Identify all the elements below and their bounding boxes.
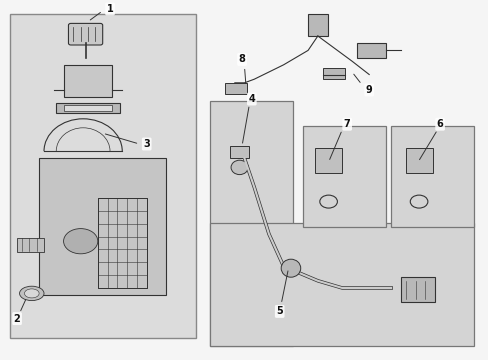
Text: 1: 1 <box>106 4 113 14</box>
Text: 3: 3 <box>143 139 150 149</box>
Bar <box>405 148 432 173</box>
Bar <box>224 83 246 94</box>
Circle shape <box>63 229 98 254</box>
Bar <box>39 158 166 295</box>
Text: 5: 5 <box>276 306 283 316</box>
Text: 6: 6 <box>436 119 443 129</box>
Bar <box>303 126 386 227</box>
Bar <box>17 238 44 252</box>
Bar <box>229 146 249 158</box>
Bar <box>315 148 342 173</box>
Bar <box>56 103 120 113</box>
Bar <box>390 126 473 227</box>
Bar <box>63 65 112 97</box>
Text: 9: 9 <box>365 85 372 95</box>
Bar <box>307 14 327 36</box>
Bar <box>400 277 434 302</box>
Bar <box>356 43 386 58</box>
Ellipse shape <box>20 286 44 301</box>
Bar <box>210 101 293 346</box>
Text: 8: 8 <box>238 54 245 64</box>
Ellipse shape <box>281 259 300 277</box>
Ellipse shape <box>24 289 39 298</box>
Bar <box>98 198 146 288</box>
Text: 2: 2 <box>14 314 20 324</box>
Text: 7: 7 <box>343 119 350 129</box>
FancyBboxPatch shape <box>68 23 102 45</box>
Bar <box>322 68 344 79</box>
Text: 4: 4 <box>248 94 255 104</box>
Bar <box>63 105 112 111</box>
Ellipse shape <box>230 160 247 175</box>
Bar <box>210 223 473 346</box>
Bar <box>10 14 195 338</box>
